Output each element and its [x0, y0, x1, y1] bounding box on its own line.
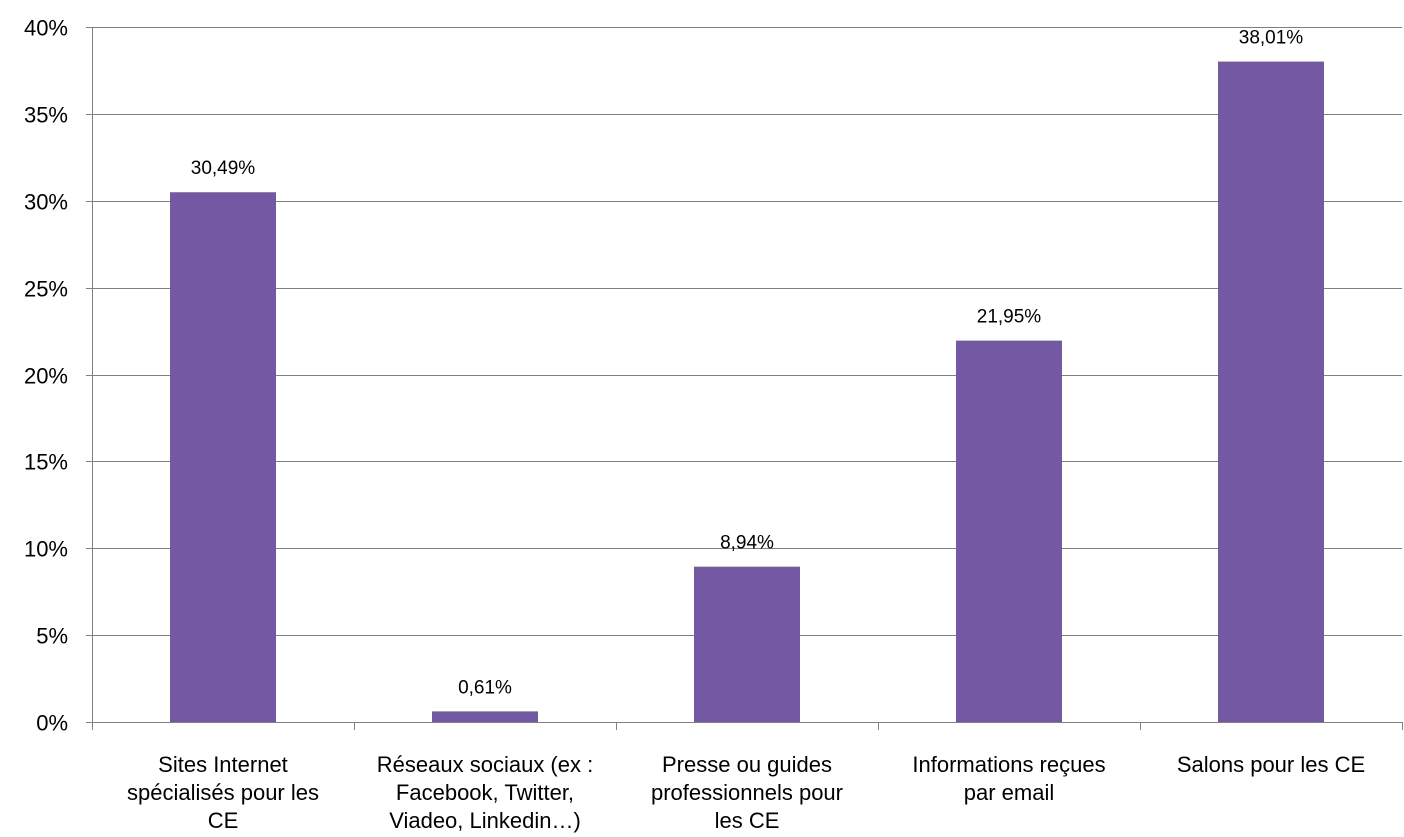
x-category-label: Presse ou guides professionnels pour les C… — [651, 752, 843, 833]
bars — [170, 61, 1324, 723]
data-label: 8,94% — [720, 533, 774, 554]
labels: 0% 5% 10% 15% 20% 25% 30% 35% 40% 30,49% Sites Int… — [24, 16, 1365, 834]
y-tick-label: 15% — [24, 450, 68, 475]
data-label: 0,61% — [458, 677, 512, 698]
bar — [956, 340, 1062, 722]
gridlines — [92, 27, 1402, 636]
y-tick-label: 20% — [24, 364, 68, 389]
x-category-label-line: les CE — [715, 808, 780, 833]
y-tick-label: 25% — [24, 277, 68, 302]
bar — [1218, 61, 1324, 723]
x-category-label-line: Réseaux sociaux (ex : — [377, 752, 593, 777]
bar — [694, 566, 800, 722]
y-tick-label: 30% — [24, 190, 68, 215]
x-category-label-line: Facebook, Twitter, — [396, 780, 574, 805]
x-category-label-line: Viadeo, Linkedin…) — [389, 808, 581, 833]
data-label: 38,01% — [1239, 28, 1304, 49]
x-category-label-line: CE — [208, 808, 239, 833]
x-category-label-line: spécialisés pour les — [127, 780, 319, 805]
x-category-label: Informations reçues par email — [912, 752, 1105, 805]
x-category-label: Salons pour les CE — [1177, 752, 1365, 777]
y-tick-label: 5% — [36, 624, 68, 649]
axes — [86, 27, 1403, 730]
x-category-label: Sites Internet spécialisés pour les CE — [127, 752, 319, 833]
x-category-label-line: Sites Internet — [158, 752, 288, 777]
bar — [170, 192, 276, 722]
x-category-label-line: Informations reçues — [912, 752, 1105, 777]
x-category-label-line: par email — [964, 780, 1054, 805]
x-category-label-line: professionnels pour — [651, 780, 843, 805]
x-category-label: Réseaux sociaux (ex : Facebook, Twitter, V… — [377, 752, 593, 833]
y-tick-label: 40% — [24, 16, 68, 41]
y-tick-label: 10% — [24, 537, 68, 562]
x-category-label-line: Salons pour les CE — [1177, 752, 1365, 777]
data-label: 30,49% — [191, 158, 256, 179]
data-label: 21,95% — [977, 307, 1042, 328]
y-tick-label: 35% — [24, 103, 68, 128]
y-tick-label: 0% — [36, 711, 68, 736]
bar — [432, 711, 538, 722]
x-category-label-line: Presse ou guides — [662, 752, 832, 777]
